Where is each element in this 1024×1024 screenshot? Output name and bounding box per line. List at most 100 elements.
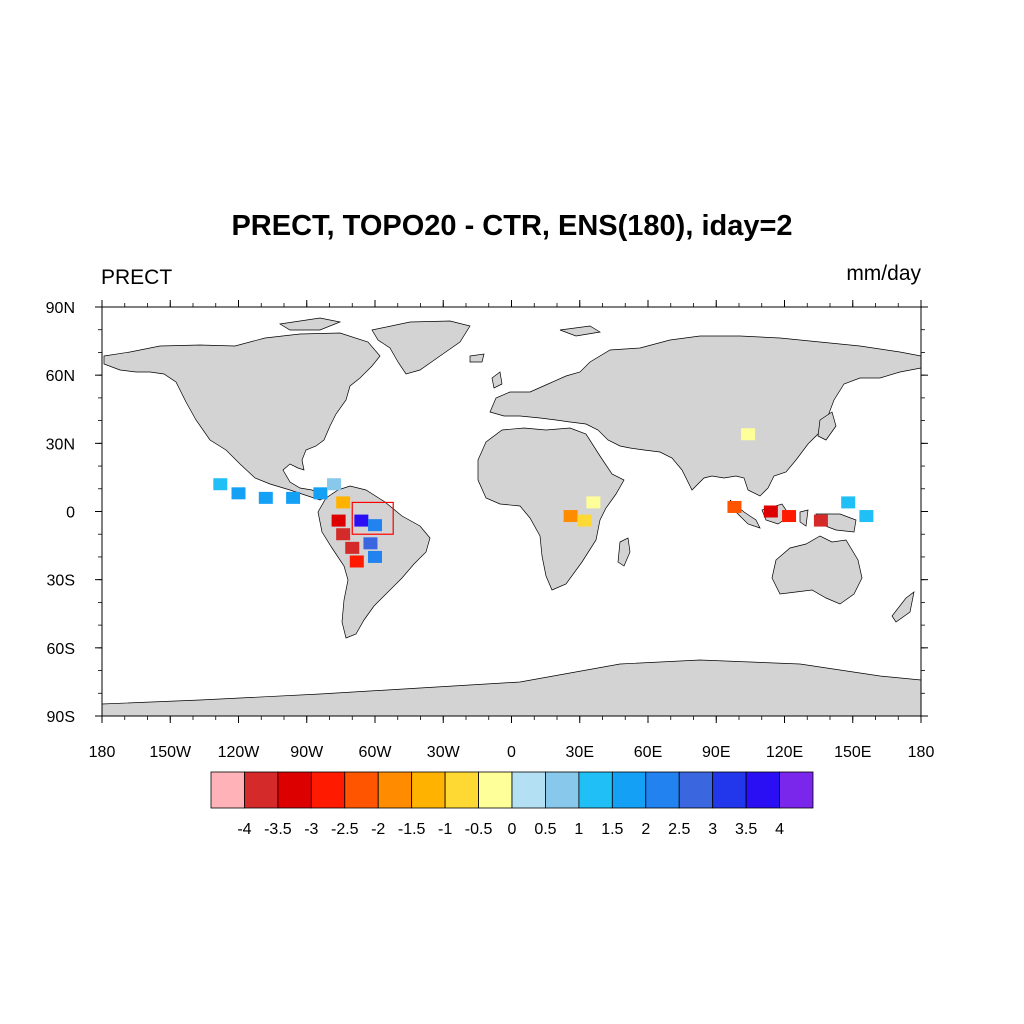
colorbar-label: -1 [438,821,452,838]
colorbar-swatch [511,771,546,809]
colorbar-label: -2.5 [331,821,359,838]
lon-tick-label: 60E [634,744,662,761]
anomaly-cell [577,514,592,527]
colorbar-swatch [277,771,312,809]
anomaly-cell [336,528,351,541]
japan-landmass [817,411,837,441]
colorbar-swatch [712,771,747,809]
anomaly-cell [286,491,301,504]
colorbar-swatch [244,771,279,809]
colorbar-label: 2.5 [668,821,690,838]
colorbar-label: -3 [304,821,318,838]
new-zealand-landmass [891,591,915,623]
colorbar-swatch [745,771,780,809]
colorbar-swatch [545,771,580,809]
lat-tick-label: 90N [46,300,75,317]
colorbar-label: -2 [371,821,385,838]
colorbar-label: -3.5 [264,821,292,838]
colorbar-swatch [210,771,245,809]
colorbar-swatch [611,771,647,809]
colorbar-label: 2 [641,821,650,838]
lon-tick-label: 150E [834,744,871,761]
anomaly-cell [231,487,246,500]
anomaly-cell [727,500,742,513]
lon-tick-label: 150W [149,744,192,761]
lon-tick-label: 90E [702,744,730,761]
greenland-landmass [371,320,471,375]
colorbar-swatch [645,771,680,809]
anomaly-cell [327,478,342,491]
anomaly-cell [763,505,778,518]
iceland-landmass [469,353,485,363]
madagascar-landmass [617,537,631,567]
lon-tick-label: 60W [359,744,393,761]
anomaly-cell [213,478,228,491]
anomaly-cell [586,496,601,509]
units-label: mm/day [846,262,921,285]
colorbar-swatch [578,771,613,809]
anomaly-cell [741,428,756,441]
australia-landmass [771,535,863,605]
anomaly-cell [363,537,378,550]
lon-tick-label: 180 [908,744,935,761]
colorbar-label: 0.5 [534,821,556,838]
colorbar-swatch [678,771,714,809]
colorbar-swatch [344,771,379,809]
colorbar-label: 4 [775,821,784,838]
anomaly-layer [213,428,874,568]
lat-tick-label: 30N [46,436,75,453]
left-string: PRECT [101,266,173,289]
eurasia-landmass [489,335,921,497]
colorbar-label: 3.5 [735,821,757,838]
anomaly-cell [331,514,346,527]
colorbar-label: 1.5 [601,821,623,838]
anomaly-cell [813,514,828,527]
anomaly-cell [313,487,328,500]
lon-tick-label: 90W [290,744,324,761]
colorbar-label: 0 [508,821,517,838]
lat-tick-label: 60S [47,641,75,658]
africa-landmass [477,427,625,591]
anomaly-cell [336,496,351,509]
land-layer [102,317,921,716]
colorbar-label: 1 [574,821,583,838]
anomaly-cell [354,514,369,527]
region-box [351,501,394,535]
lat-tick-label: 30S [47,573,75,590]
anomaly-cell [859,510,874,523]
colorbar-swatch [377,771,413,809]
lon-tick-label: 0 [507,744,516,761]
anomaly-cell [368,519,382,532]
antarctica-landmass [102,659,921,716]
lon-tick-label: 30W [427,744,461,761]
colorbar-swatch [478,771,513,809]
anomaly-cell [345,541,360,554]
colorbar-label: 3 [708,821,717,838]
colorbar-label: -1.5 [398,821,426,838]
colorbar-swatch [444,771,479,809]
colorbar-swatch [411,771,446,809]
lat-tick-label: 90S [47,709,75,726]
anomaly-cell [349,555,364,568]
lon-tick-label: 120W [218,744,261,761]
lon-tick-label: 120E [766,744,803,761]
axes: 180 150W 120W 90W 60W 30W 0 30E 60E 90E 120E 150E 18… [46,300,935,761]
colorbar-swatch [310,771,346,809]
lon-tick-label: 30E [566,744,594,761]
anomaly-cell [368,550,382,563]
north-america-landmass [103,332,381,501]
anomaly-cell [563,510,578,523]
colorbar-swatch [779,771,814,809]
anomaly-cell [782,510,797,523]
arctic-islands [278,317,601,337]
uk-landmass [491,371,503,389]
colorbar-label: -4 [237,821,251,838]
anomaly-cell [841,496,856,509]
lon-tick-label: 180 [89,744,116,761]
lat-tick-label: 60N [46,368,75,385]
colorbar: -4 -3.5 -3 -2.5 -2 -1.5 -1 -0.5 0 0.5 1 1.5 2 2.5 3 3.5… [210,771,814,838]
colorbar-label: -0.5 [465,821,493,838]
map-title: PRECT, TOPO20 - CTR, ENS(180), iday=2 [231,210,793,242]
anomaly-cell [258,491,273,504]
